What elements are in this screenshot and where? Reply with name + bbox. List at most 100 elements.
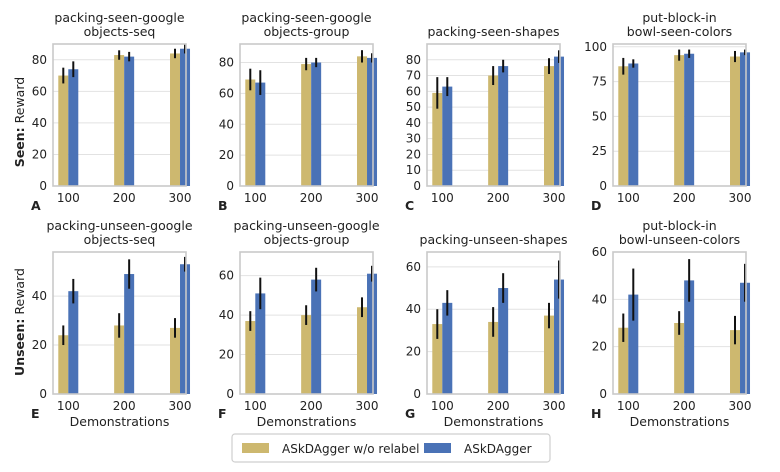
bar-relabel-off-300 [170,53,181,186]
panel-letter: A [31,198,41,213]
panel-g: 0 20 40 60 100 200 300 packing-unseen-shapes G De… [405,232,567,429]
x-tick-label: 100 [617,191,640,205]
legend-swatch-askdagger [424,443,451,453]
y-tick-label: 10 [406,163,421,177]
bar-askdagger-200 [498,288,509,394]
y-tick-label: 80 [219,56,234,70]
chart-title: packing-unseen-shapes [420,232,568,247]
y-tick-label: 0 [39,387,47,401]
y-tick-label: 40 [592,292,607,306]
legend-swatch-relabel-off [242,443,269,453]
x-tick-label: 100 [244,399,267,413]
bar-relabel-off-300 [544,315,555,394]
bar-askdagger-100 [442,302,453,394]
chart-title-line: packing-unseen-google [233,218,379,233]
x-tick-label: 300 [356,399,379,413]
y-tick-label: 60 [32,84,47,98]
panel-letter: B [218,198,228,213]
row-label-seen-rest: Reward [12,77,27,128]
y-tick-label: 70 [406,69,421,83]
bar-relabel-off-300 [730,330,741,394]
x-tick-label: 200 [487,191,510,205]
panel-letter: G [405,406,415,421]
y-tick-label: 60 [219,86,234,100]
x-tick-label: 300 [356,191,379,205]
bar-askdagger-200 [311,62,322,186]
bar-askdagger-300 [740,52,751,187]
y-tick-label: 40 [32,116,47,130]
panel-f: 0 20 40 60 100 200 300 packing-unseen-googleobj… [218,218,380,429]
bar-relabel-off-300 [357,56,368,186]
x-tick-label: 300 [169,191,192,205]
row-label-seen-bold: Seen: [12,127,27,167]
row-label-unseen: Unseen: Reward [12,268,27,376]
x-axis-label: Demonstrations [70,414,170,429]
bar-relabel-off-200 [488,75,499,186]
row-label-unseen-bold: Unseen: [12,319,27,376]
legend: ASkDAgger w/o relabel ASkDAgger [231,433,551,463]
bar-askdagger-300 [367,273,378,394]
bar-relabel-off-200 [301,64,312,186]
bar-relabel-off-100 [245,79,256,186]
bar-askdagger-200 [684,53,695,186]
y-tick-label: 20 [406,147,421,161]
y-tick-label: 50 [406,100,421,114]
bar-relabel-off-300 [170,327,181,394]
y-tick-label: 20 [32,147,47,161]
bar-relabel-off-300 [730,56,741,186]
panel-letter: D [591,198,601,213]
y-tick-label: 20 [32,338,47,352]
y-tick-label: 0 [226,387,234,401]
row-label-unseen-rest: Reward [12,268,27,319]
panel-frame [52,43,187,187]
chart-title: packing-seen-shapes [427,24,559,39]
y-tick-label: 60 [406,84,421,98]
bar-askdagger-100 [628,294,639,394]
y-tick-label: 20 [406,345,421,359]
bar-relabel-off-300 [357,307,368,394]
y-tick-label: 80 [406,53,421,67]
x-axis-label: Demonstrations [630,414,730,429]
x-tick-label: 300 [169,399,192,413]
panel-letter: C [405,198,414,213]
panel-frame [239,251,374,395]
bar-relabel-off-100 [58,335,69,394]
chart-title-line: objects-seq [84,24,156,39]
y-tick-label: 20 [219,348,234,362]
y-tick-label: 40 [219,117,234,131]
bar-askdagger-200 [498,66,509,186]
x-tick-label: 300 [729,399,752,413]
y-tick-label: 0 [226,179,234,193]
panel-frame [426,251,561,395]
bar-askdagger-100 [68,69,79,186]
panel-e: 0 20 40 100 200 300 packing-unseen-googleobjec… [31,218,193,429]
legend-label-askdagger: ASkDAgger [464,442,532,456]
y-tick-label: 20 [219,148,234,162]
legend-label-relabel-off: ASkDAgger w/o relabel [282,442,419,456]
bar-askdagger-200 [124,274,135,394]
x-tick-label: 100 [244,191,267,205]
panel-letter: H [591,406,601,421]
x-tick-label: 100 [617,399,640,413]
bar-relabel-off-100 [618,66,629,186]
bar-relabel-off-100 [618,327,629,394]
chart-title-line: packing-seen-google [241,10,372,25]
bar-askdagger-100 [68,291,79,394]
y-tick-label: 75 [592,75,607,89]
x-tick-label: 200 [300,399,323,413]
y-tick-label: 40 [219,308,234,322]
panel-frame [239,43,374,187]
bar-askdagger-100 [628,63,639,186]
panel-h: 0 20 40 60 100 200 300 put-block-inbowl-unseen-… [591,218,751,429]
x-axis-label: Demonstrations [444,414,544,429]
x-tick-label: 300 [543,399,566,413]
bar-relabel-off-100 [432,324,443,394]
bar-askdagger-300 [740,282,751,394]
y-tick-label: 20 [592,340,607,354]
x-tick-label: 200 [113,191,136,205]
x-tick-label: 200 [300,191,323,205]
bar-relabel-off-100 [432,92,443,186]
